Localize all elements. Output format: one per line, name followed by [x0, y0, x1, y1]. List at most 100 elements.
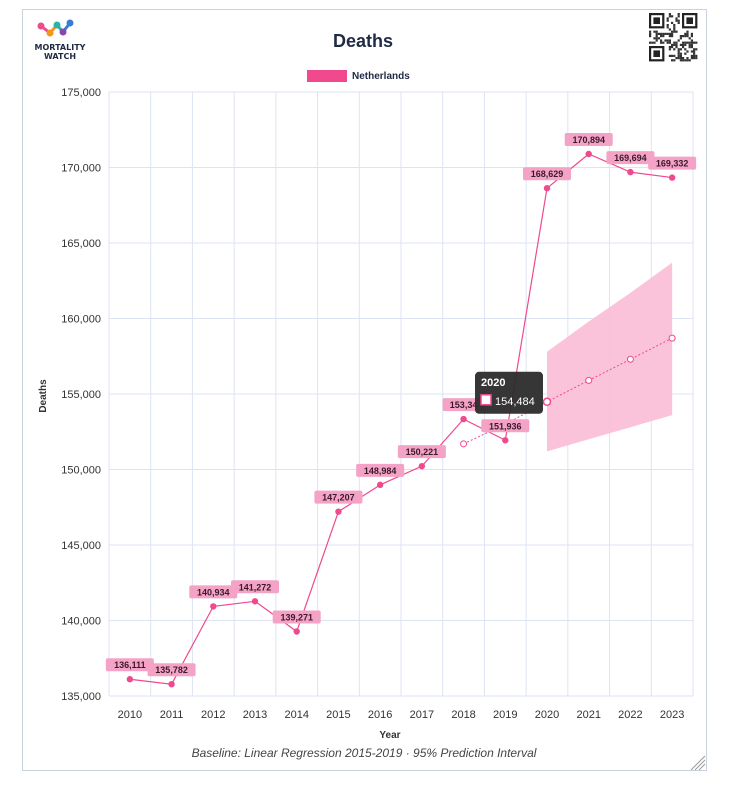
- data-labels: 136,111 135,782 140,934 141,272 139,271 147,2…: [105, 133, 697, 677]
- qr-module: [693, 50, 696, 53]
- qr-code-icon[interactable]: [649, 13, 698, 62]
- qr-module: [668, 54, 671, 57]
- qr-module: [690, 54, 693, 57]
- x-tick-label: 2018: [451, 709, 475, 721]
- qr-module: [673, 26, 676, 29]
- qr-module: [677, 21, 680, 24]
- data-label-box: [189, 585, 238, 599]
- qr-module: [673, 28, 676, 31]
- qr-module: [668, 41, 671, 44]
- data-point[interactable]: [502, 437, 509, 444]
- qr-module: [690, 35, 693, 38]
- baseline-point: [460, 440, 468, 448]
- mortality-watch-logo[interactable]: MORTALITY WATCH: [35, 19, 86, 62]
- data-point[interactable]: [293, 628, 300, 635]
- qr-module: [653, 41, 656, 44]
- data-label-box: [606, 151, 655, 165]
- data-point[interactable]: [376, 481, 384, 489]
- data-label-box: [356, 463, 405, 477]
- data-point[interactable]: [210, 603, 217, 610]
- qr-finder-core: [653, 17, 660, 24]
- qr-module: [693, 52, 696, 55]
- y-tick-label: 150,000: [61, 465, 101, 477]
- qr-module: [675, 57, 678, 60]
- qr-module: [686, 32, 689, 35]
- qr-module: [695, 54, 698, 57]
- qr-module: [679, 59, 682, 62]
- qr-module: [677, 48, 680, 51]
- data-point[interactable]: [668, 174, 676, 181]
- data-label-box: [105, 658, 154, 672]
- qr-module: [688, 46, 691, 49]
- qr-module: [649, 32, 652, 35]
- qr-module: [679, 57, 682, 60]
- qr-module: [679, 54, 682, 57]
- y-axis-title: Deaths: [38, 379, 49, 413]
- data-point[interactable]: [126, 676, 134, 683]
- qr-module: [668, 15, 671, 18]
- tooltip-title: 2020: [481, 377, 505, 389]
- qr-module: [684, 32, 687, 35]
- data-point[interactable]: [418, 462, 426, 470]
- tooltip-box: [475, 371, 543, 414]
- x-tick-label: 2017: [410, 709, 434, 721]
- x-tick-label: 2011: [160, 709, 184, 721]
- qr-module: [695, 48, 698, 51]
- qr-module: [682, 57, 685, 60]
- qr-module: [690, 57, 693, 60]
- data-label: 141,272: [239, 582, 272, 592]
- x-tick-label: 2019: [493, 709, 517, 721]
- qr-module: [675, 30, 678, 33]
- data-label-box: [147, 663, 196, 677]
- qr-module: [677, 13, 680, 16]
- data-point[interactable]: [168, 680, 175, 688]
- data-point[interactable]: [627, 168, 634, 176]
- data-point[interactable]: [251, 598, 259, 605]
- data-label-box: [397, 445, 446, 459]
- qr-module: [666, 39, 669, 42]
- qr-module: [655, 30, 658, 33]
- tooltip-value: 154,484: [495, 396, 535, 408]
- y-tick-label: 165,000: [61, 238, 101, 250]
- x-tick-label: 2012: [201, 709, 225, 721]
- qr-module: [653, 37, 656, 40]
- qr-module: [684, 35, 687, 38]
- data-point[interactable]: [335, 508, 342, 515]
- data-label-box: [442, 398, 485, 412]
- qr-module: [668, 35, 671, 38]
- qr-module: [677, 57, 680, 60]
- baseline-point: [668, 334, 676, 342]
- qr-module: [668, 39, 671, 42]
- qr-module: [668, 46, 671, 49]
- qr-module: [690, 46, 693, 49]
- qr-finder-core: [686, 17, 693, 24]
- chart-frame: MORTALITY WATCH Deaths Netherlands Year …: [22, 9, 707, 771]
- x-tick-label: 2023: [660, 709, 684, 721]
- x-axis-title: Year: [379, 730, 400, 741]
- logo-icon: [37, 19, 74, 37]
- baseline-point: [626, 355, 634, 363]
- data-point[interactable]: [585, 150, 592, 158]
- qr-module: [673, 43, 676, 46]
- qr-module: [666, 26, 669, 29]
- data-point[interactable]: [460, 415, 467, 423]
- qr-module: [679, 35, 682, 38]
- prediction-interval-band: [547, 262, 673, 452]
- qr-module: [666, 41, 669, 44]
- data-label-box: [523, 167, 571, 181]
- qr-module: [662, 35, 665, 38]
- qr-module: [677, 15, 680, 18]
- resize-handle-icon[interactable]: [690, 755, 706, 771]
- data-point[interactable]: [543, 185, 551, 192]
- qr-module: [682, 41, 685, 44]
- x-tick-label: 2020: [535, 709, 559, 721]
- qr-module: [657, 32, 660, 35]
- legend[interactable]: Netherlands: [307, 70, 410, 82]
- data-label: 136,111: [114, 660, 146, 670]
- qr-module: [675, 19, 678, 22]
- qr-module: [666, 32, 669, 35]
- baseline-line: [463, 337, 673, 445]
- tooltip: 2020 154,484: [475, 371, 552, 414]
- qr-module: [686, 50, 689, 53]
- data-label: 140,934: [197, 587, 230, 597]
